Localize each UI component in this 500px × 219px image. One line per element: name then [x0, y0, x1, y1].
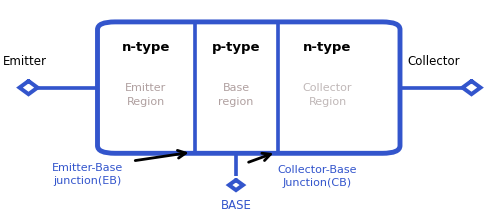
Text: Collector-Base
Junction(CB): Collector-Base Junction(CB) [278, 165, 357, 188]
FancyBboxPatch shape [98, 22, 400, 153]
Text: Base
region: Base region [218, 83, 254, 107]
Text: Collector
Region: Collector Region [303, 83, 352, 107]
Polygon shape [20, 81, 38, 94]
Polygon shape [462, 81, 480, 94]
Text: n-type: n-type [304, 41, 352, 54]
Text: p-type: p-type [212, 41, 260, 54]
Text: Collector: Collector [408, 55, 460, 68]
Text: n-type: n-type [122, 41, 170, 54]
Text: BASE: BASE [220, 199, 252, 212]
Text: Emitter: Emitter [2, 55, 46, 68]
Text: Emitter-Base
junction(EB): Emitter-Base junction(EB) [52, 162, 123, 186]
Text: Emitter
Region: Emitter Region [126, 83, 166, 107]
Polygon shape [229, 180, 243, 190]
